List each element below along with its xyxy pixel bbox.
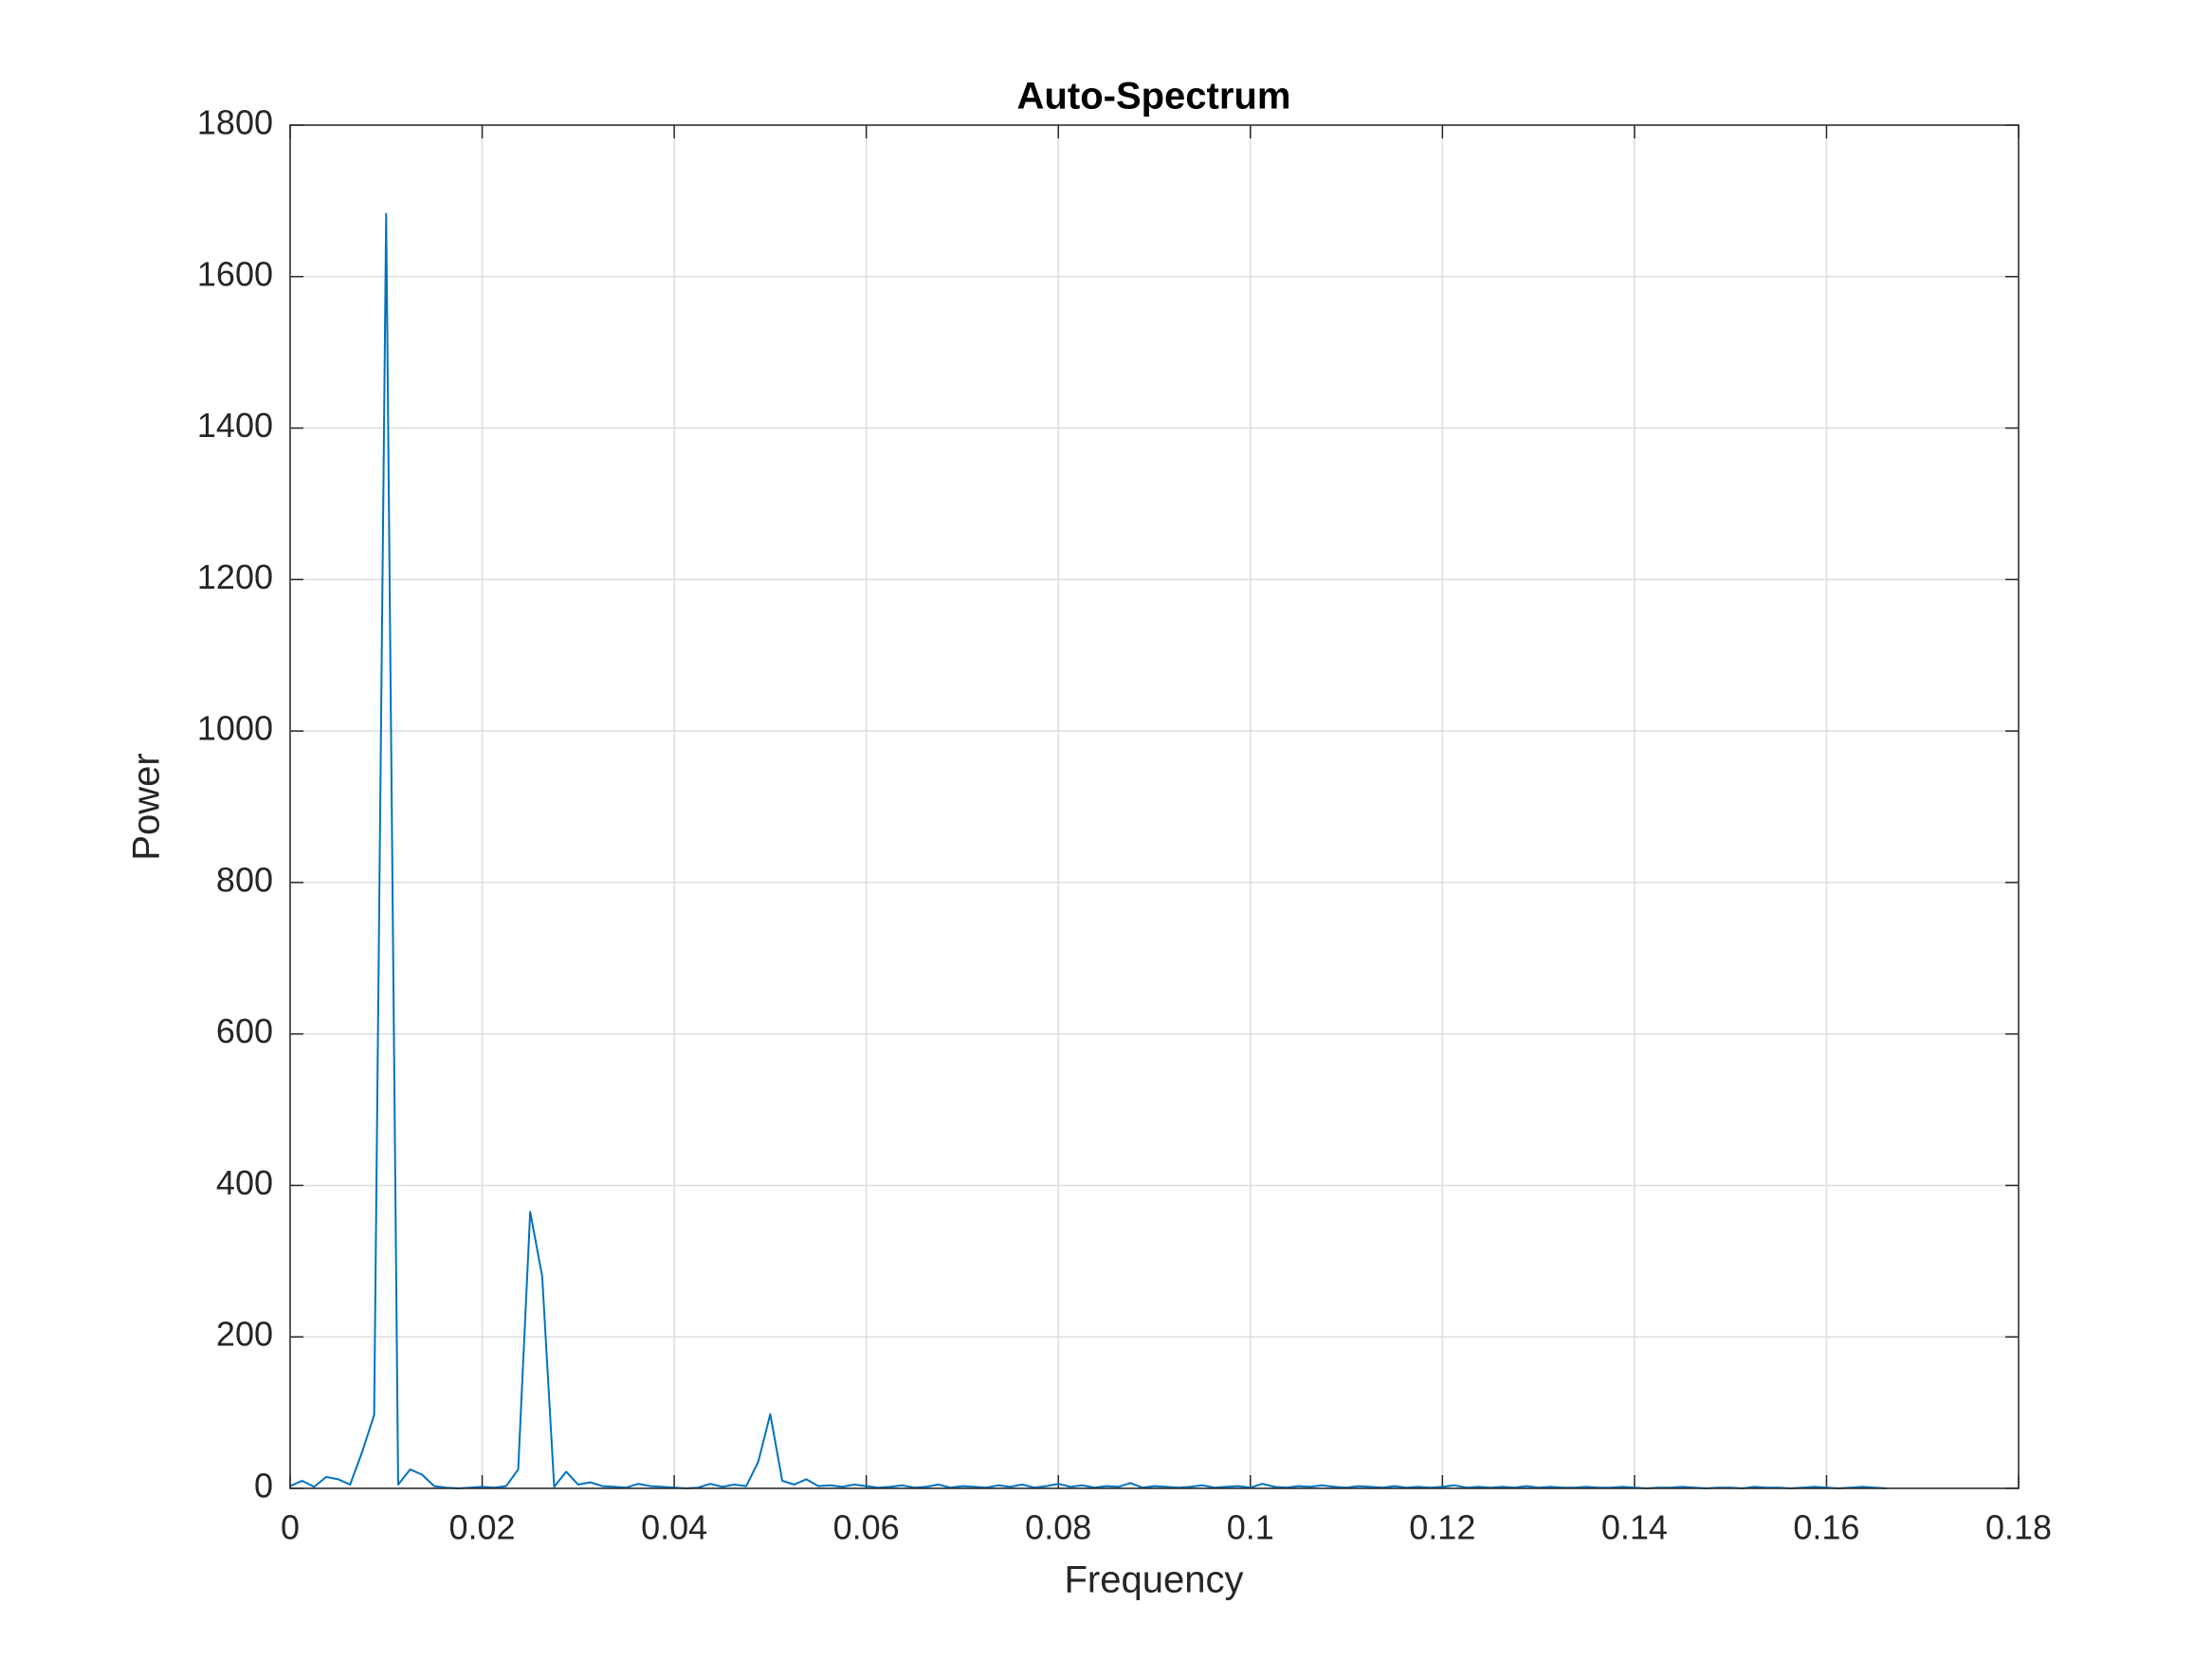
x-tick-label: 0 [281, 1508, 300, 1547]
y-tick-label: 0 [254, 1467, 273, 1505]
y-tick-label: 800 [216, 860, 273, 899]
x-tick-label: 0.14 [1601, 1508, 1668, 1547]
x-tick-label: 0.12 [1409, 1508, 1475, 1547]
y-tick-label: 600 [216, 1012, 273, 1050]
y-tick-label: 400 [216, 1163, 273, 1202]
x-tick-label: 0.1 [1227, 1508, 1274, 1547]
x-axis-label: Frequency [1065, 1559, 1244, 1601]
y-tick-label: 1400 [197, 406, 273, 445]
y-axis-label: Power [126, 753, 168, 860]
series-line [289, 212, 1887, 1489]
y-tick-label: 1200 [197, 557, 273, 596]
x-tick-label: 0.16 [1793, 1508, 1859, 1547]
x-tick-label: 0.18 [1985, 1508, 2052, 1547]
x-tick-label: 0.08 [1025, 1508, 1091, 1547]
y-tick-label: 1600 [197, 254, 273, 293]
y-tick-label: 1800 [197, 103, 273, 142]
x-tick-label: 0.04 [641, 1508, 707, 1547]
y-tick-label: 1000 [197, 709, 273, 748]
x-tick-label: 0.02 [449, 1508, 516, 1547]
y-tick-label: 200 [216, 1315, 273, 1354]
chart-title: Auto-Spectrum [1017, 76, 1291, 118]
plot-frame [289, 124, 2020, 1489]
x-tick-label: 0.06 [833, 1508, 900, 1547]
